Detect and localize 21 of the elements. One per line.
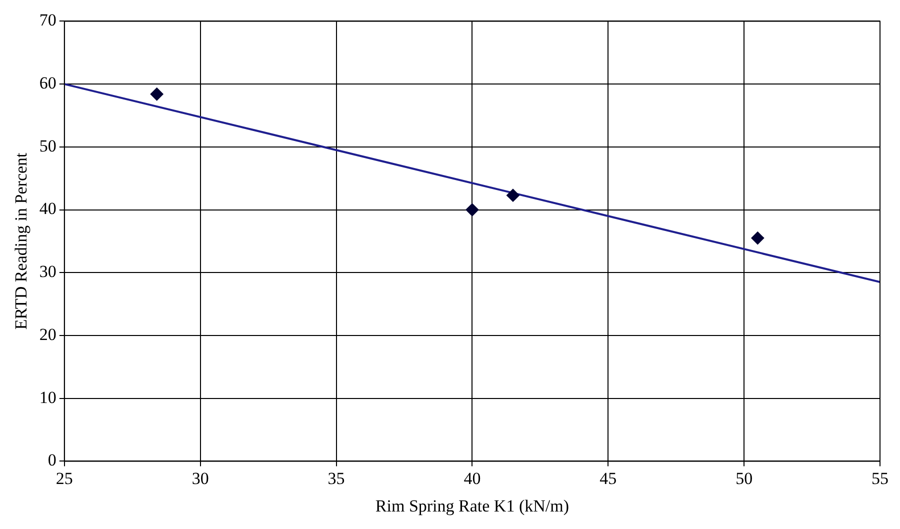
- y-tick-label: 50: [39, 136, 56, 156]
- x-tick-label: 30: [192, 468, 209, 488]
- x-axis-title: Rim Spring Rate K1 (kN/m): [375, 496, 570, 516]
- y-tick-label: 40: [39, 199, 56, 218]
- x-tick-label: 50: [736, 468, 753, 488]
- y-tick-label: 10: [39, 388, 56, 407]
- point: [751, 232, 764, 245]
- x-tick-label: 55: [872, 468, 888, 488]
- point: [150, 88, 164, 101]
- x-tick-label: 40: [464, 468, 481, 488]
- y-tick-label: 20: [39, 324, 56, 344]
- y-tick-label: 0: [48, 450, 56, 470]
- y-tick-label: 70: [39, 10, 56, 30]
- x-tick-label: 45: [600, 468, 617, 488]
- point: [506, 188, 520, 202]
- x-tick-label: 25: [56, 468, 73, 488]
- x-tick-label: 35: [328, 468, 345, 488]
- y-tick-label: 60: [39, 74, 56, 93]
- point: [466, 203, 479, 216]
- y-tick-label: 30: [39, 262, 56, 282]
- y-axis-title: ERTD Reading in Percent: [12, 152, 31, 330]
